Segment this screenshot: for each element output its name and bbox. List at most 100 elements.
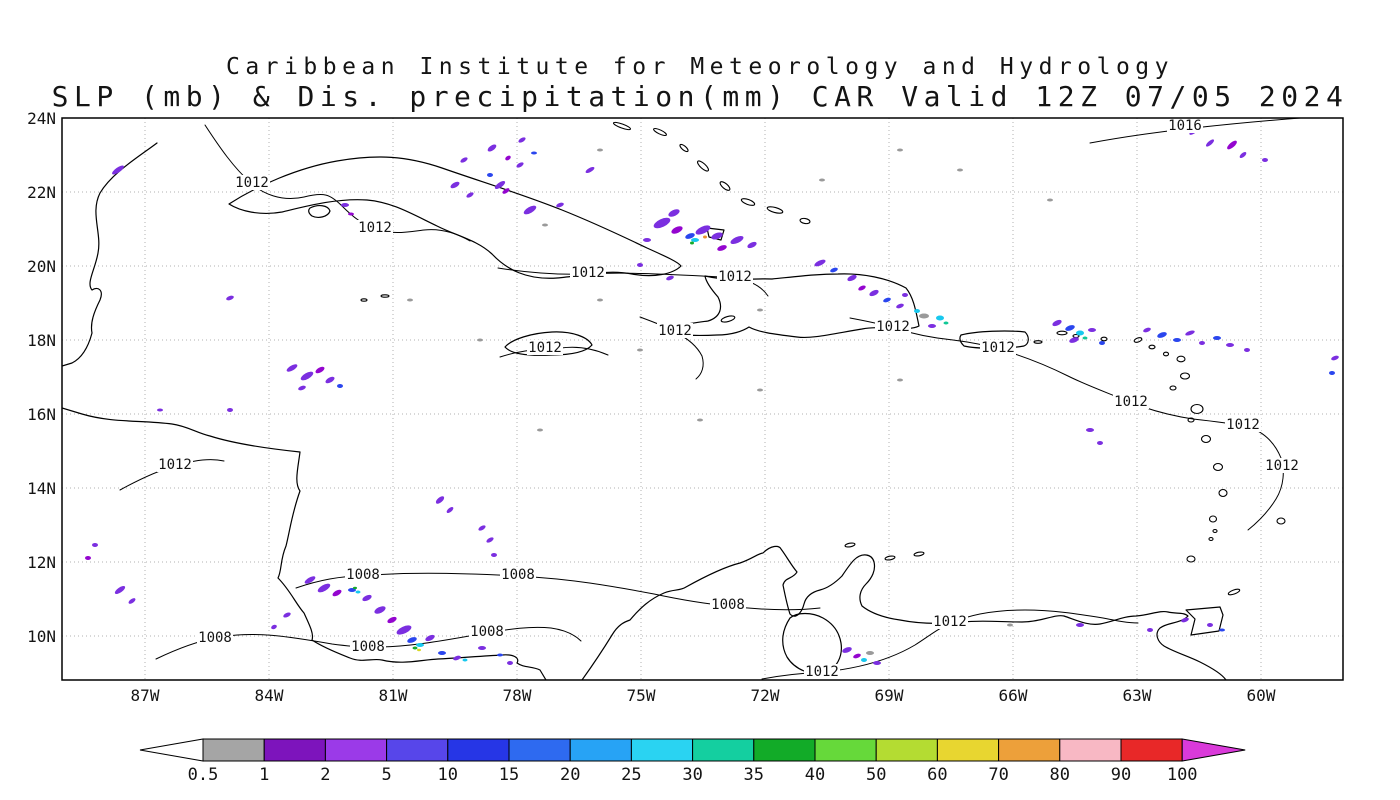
- contour-label-text: 1008: [346, 567, 380, 583]
- contour-label: 1012: [1113, 394, 1149, 410]
- precip-cell: [425, 634, 435, 642]
- precip-cell: [830, 267, 838, 273]
- contour-label: 1008: [350, 639, 386, 655]
- island: [1212, 462, 1224, 472]
- contour-label: 1012: [1264, 458, 1300, 474]
- precip-cell: [446, 507, 454, 513]
- chart-title-product: SLP (mb) & Dis. precipitation(mm) CAR Va…: [51, 80, 1349, 113]
- island: [1187, 417, 1195, 423]
- island: [1186, 555, 1196, 563]
- colorbar-tick-label: 25: [621, 765, 641, 785]
- contour-label: 1012: [875, 319, 911, 335]
- x-axis-label: 78W: [503, 686, 532, 705]
- islands-lesser-antilles: [1100, 336, 1286, 596]
- precip-cell: [300, 371, 314, 381]
- y-axis-label: 16N: [27, 405, 56, 424]
- x-axis: 87W 84W 81W 78W 75W 72W 69W 66W 63W 60W: [131, 686, 1276, 705]
- coastline-cuba: [228, 156, 682, 279]
- coastline-jamaica: [504, 331, 593, 356]
- island: [1100, 336, 1108, 342]
- colorbar-segment: [692, 738, 755, 762]
- precip-cell: [853, 653, 861, 659]
- precip-cell: [1331, 355, 1339, 361]
- precip-cell: [477, 338, 483, 342]
- contour-label: 1008: [197, 630, 233, 646]
- isobar-1016: [1089, 118, 1308, 144]
- contour-label-text: 1012: [1265, 458, 1299, 474]
- precip-cell: [928, 324, 936, 328]
- precip-cell: [897, 148, 903, 152]
- precip-cell: [507, 661, 513, 665]
- precip-cell: [757, 388, 763, 392]
- precip-cell: [337, 384, 343, 388]
- contour-label-text: 1012: [158, 457, 192, 473]
- y-axis-label: 20N: [27, 257, 56, 276]
- precip-cell: [478, 525, 486, 531]
- precip-cell: [478, 646, 486, 650]
- contour-label-text: 1012: [235, 175, 269, 191]
- precip-cell: [668, 209, 680, 217]
- x-axis-label: 87W: [131, 686, 160, 705]
- colorbar-segment: [753, 738, 816, 762]
- colorbar-tick-label: 100: [1167, 765, 1198, 785]
- precip-cell: [271, 624, 277, 630]
- precip-cell: [757, 308, 763, 312]
- y-axis: 24N 22N 20N 18N 16N 14N 12N 10N: [27, 109, 56, 646]
- contour-label-text: 1012: [933, 614, 967, 630]
- precip-cell: [556, 202, 564, 208]
- precip-cell: [396, 625, 412, 635]
- islands-misc: [360, 294, 1080, 344]
- island: [1200, 434, 1212, 444]
- precip-cell: [1007, 623, 1013, 627]
- coastline-lake-maracaibo: [782, 612, 842, 675]
- y-axis-label: 14N: [27, 479, 56, 498]
- colorbar-tick-label: 35: [744, 765, 764, 785]
- islands-abc: [844, 542, 925, 561]
- islands-bahamas: [612, 121, 811, 225]
- contour-label: 1012: [657, 323, 693, 339]
- precip-cell: [353, 586, 357, 590]
- island: [1176, 355, 1186, 363]
- colorbar-segment: [814, 738, 877, 762]
- precip-cell: [497, 653, 503, 657]
- precip-cell: [491, 553, 497, 557]
- island: [653, 127, 667, 137]
- island-virgin: [1056, 330, 1068, 336]
- precip-cell: [730, 235, 744, 245]
- precip-cell: [112, 165, 124, 175]
- island-cayman: [380, 294, 390, 298]
- contour-label-text: 1008: [470, 624, 504, 640]
- precip-cell: [842, 647, 852, 653]
- precip-cell: [873, 661, 881, 665]
- map-area: 1016 1012 1012 1012 1012 1012 1012 1012 1012 1012…: [61, 117, 1344, 681]
- colorbar-segment: [630, 738, 694, 762]
- precip-cell: [957, 168, 963, 172]
- island-aruba: [844, 542, 856, 548]
- precip-cell: [128, 598, 136, 604]
- contour-label-text: 1012: [1226, 417, 1260, 433]
- precip-cell: [1205, 139, 1215, 147]
- precip-cell: [1181, 617, 1189, 623]
- contour-label-text: 1012: [718, 269, 752, 285]
- colorbar-segment: [1059, 738, 1122, 762]
- precip-cell: [914, 309, 920, 313]
- coastlines-layer: [62, 121, 1286, 680]
- island-barbados: [1276, 517, 1286, 525]
- precip-cell: [494, 180, 506, 190]
- precip-cell: [1052, 319, 1062, 327]
- colorbar-right-arrow: [1181, 738, 1246, 762]
- x-axis-label: 75W: [627, 686, 656, 705]
- colorbar-tick-label: 40: [805, 765, 825, 785]
- precip-cell: [226, 295, 234, 301]
- precip-cell: [1199, 341, 1205, 345]
- contour-label: 1008: [710, 597, 746, 613]
- precip-cell: [286, 364, 298, 372]
- contour-label: 1016: [1167, 118, 1203, 134]
- precip-cell: [348, 212, 354, 216]
- island-vieques: [1033, 340, 1043, 344]
- contour-label-text: 1016: [1168, 118, 1202, 134]
- contour-label: 1012: [570, 265, 606, 281]
- contour-label-text: 1012: [358, 220, 392, 236]
